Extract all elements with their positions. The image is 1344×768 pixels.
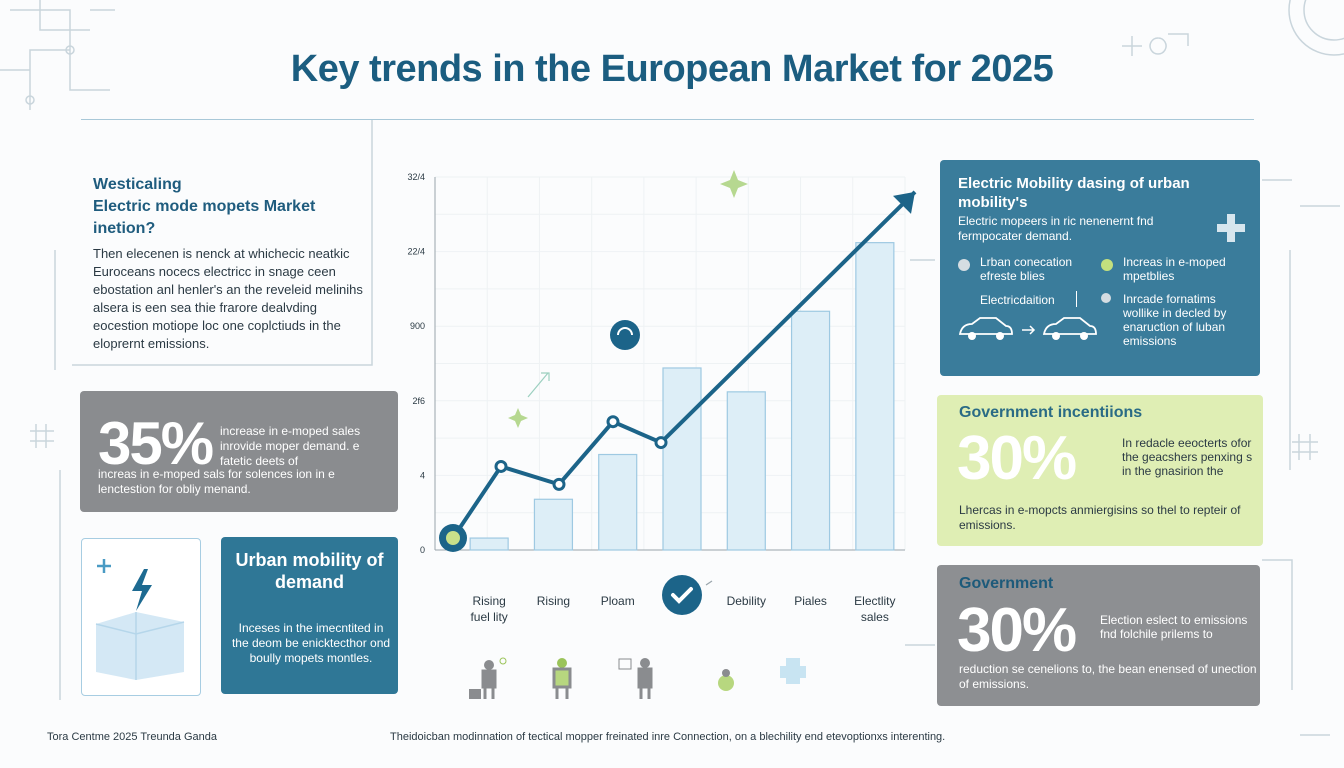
trend-point: [654, 436, 668, 450]
gov1-value: 30%: [957, 424, 1077, 493]
energy-box-tile: [81, 538, 201, 696]
intro-heading: Westicaling Electric mode mopets Market …: [93, 174, 353, 240]
government-incentives-card: Government incentiions 30% In redacle ee…: [937, 395, 1263, 546]
intro-heading-line2: Electric mode mopets Market inetion?: [93, 198, 316, 237]
urban-heading: Urban mobility of demand: [235, 550, 384, 592]
puzzle-icon: [780, 658, 806, 684]
trend-arrowhead: [893, 191, 915, 214]
person-cart-icon: [469, 657, 507, 699]
plus-cross-icon: [1217, 214, 1245, 242]
car-transition-icon: [958, 317, 1097, 340]
trend-point: [552, 477, 566, 491]
y-tick-label: 0: [420, 545, 425, 555]
x-tick-label: Rising: [537, 594, 570, 608]
trend-point: [494, 459, 508, 473]
gov2-foot-text: reduction se cenelions to, the bean enen…: [959, 662, 1257, 691]
grid-doodle-left-icon: [30, 424, 54, 448]
gov2-value: 30%: [957, 596, 1077, 665]
gov2-heading: Government: [959, 575, 1054, 592]
stat-35-value: 35%: [98, 410, 214, 477]
footer-source: Tora Centme 2025 Treunda Ganda: [47, 731, 218, 743]
grid-doodle-right-icon: [1292, 434, 1318, 460]
stat-card-35: 35% increase in e-moped sales inrovide m…: [80, 391, 398, 512]
sparkle-icon: [508, 408, 528, 428]
footer-note: Theidoicban modinnation of tectical mopp…: [390, 731, 946, 743]
bar: [855, 242, 895, 551]
person-seated-icon: [718, 669, 734, 691]
refresh-badge-icon: [610, 320, 640, 350]
x-tick-label: Ploam: [601, 594, 635, 608]
y-tick-label: 22/4: [407, 247, 425, 257]
mobility-item-4: Inrcade fornatims wollike in decled by e…: [1123, 292, 1227, 348]
x-tick-label: fuel lity: [470, 610, 507, 624]
bullet-dot-3: [1101, 259, 1113, 271]
gov1-side-text: In redacle eeocterts ofor the geacshers …: [1122, 436, 1253, 478]
y-tick-label: 900: [410, 321, 425, 331]
electric-mobility-card: Electric Mobility dasing of urban mobili…: [940, 160, 1260, 376]
trend-chart: 0 4 2f6 900 22/4 32/4 Rising fuel lity Rising Plo…: [407, 170, 917, 624]
intro-heading-line1: Westicaling: [93, 176, 182, 193]
divider: [1076, 291, 1077, 307]
mobility-sub: Electric mopeers in ric nenenernt fnd fe…: [958, 214, 1154, 243]
refresh-icon: [617, 327, 633, 336]
trend-start-core: [446, 531, 460, 545]
bar: [533, 498, 574, 551]
corner-gear-decoration: [1288, 0, 1344, 56]
gov1-foot-text: Lhercas in e-mopcts anmiergisins so thel…: [959, 503, 1241, 532]
government-card: Government 30% Election eslect to emissi…: [937, 565, 1260, 706]
bar: [469, 537, 509, 551]
mobility-heading: Electric Mobility dasing of urban mobili…: [958, 175, 1190, 211]
urban-body: Inceses in the imecntited in the deom be…: [231, 621, 391, 665]
stat-35-foot-text: increas in e-moped sals for solences ion…: [98, 467, 335, 496]
corner-circuit-decoration: [0, 0, 115, 110]
y-tick-label: 2f6: [412, 396, 425, 406]
bullet-dot-1: [958, 259, 970, 271]
sparkle-icon: [720, 170, 748, 198]
mobility-item-2: Electricdaition: [980, 293, 1055, 307]
title-divider: [81, 119, 1254, 120]
stat-35-side-text: increase in e-moped sales inrovide moper…: [220, 424, 361, 468]
small-arrow-icon: [527, 372, 550, 398]
bar: [790, 310, 831, 551]
checkmark-icon: [671, 587, 693, 604]
checkmark-badge-icon: [662, 575, 702, 615]
x-tick-label: Debility: [727, 594, 766, 608]
bar: [726, 391, 766, 551]
mobility-item-3: Increas in e-moped mpetblies: [1123, 255, 1226, 283]
trend-line: [451, 190, 917, 540]
x-tick-label: Rising: [472, 594, 505, 608]
bar: [662, 367, 702, 551]
page-title: Key trends in the European Market for 20…: [290, 48, 1054, 90]
trend-point: [606, 415, 620, 429]
bullet-dot-4: [1101, 293, 1111, 303]
x-tick-label: sales: [861, 610, 889, 624]
people-icons-row: [469, 657, 734, 699]
urban-mobility-card: Urban mobility of demand Inceses in the …: [221, 537, 398, 694]
lightning-box-icon: [95, 559, 185, 680]
intro-body: Then elecenen is nenck at whichecic neat…: [93, 246, 363, 351]
gov2-side-text: Election eslect to emissions fnd folchil…: [1100, 613, 1248, 641]
y-tick-label: 32/4: [407, 172, 425, 182]
y-tick-label: 4: [420, 470, 425, 480]
gov1-heading: Government incentiions: [959, 404, 1143, 421]
check-accent: [705, 580, 713, 586]
mobility-item-1: Lrban conecation efreste blies: [980, 255, 1073, 283]
person-green-icon: [552, 658, 572, 699]
person-board-icon: [618, 658, 653, 699]
x-tick-label: Piales: [794, 594, 827, 608]
plug-doodle-icon: [1122, 33, 1189, 56]
bar: [598, 453, 638, 551]
x-tick-label: Electlity: [854, 594, 895, 608]
